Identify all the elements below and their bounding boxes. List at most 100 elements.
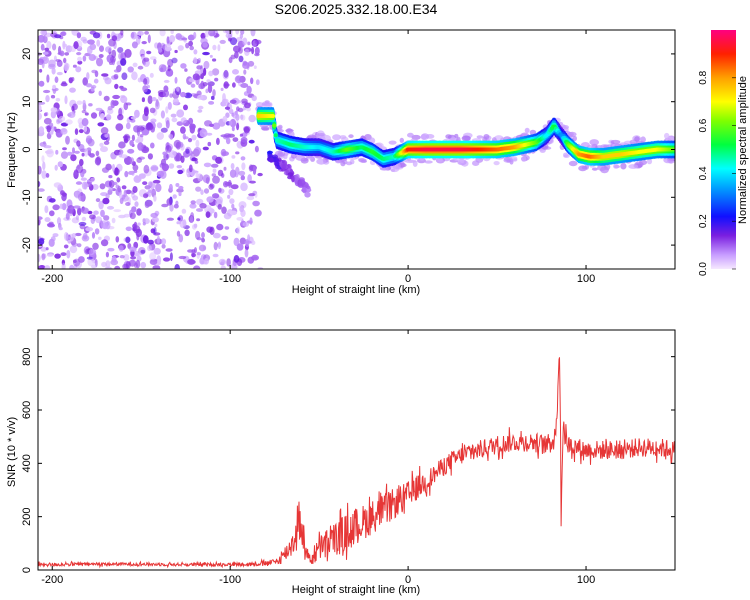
- heatmap-cell: [50, 110, 57, 119]
- heatmap-cell: [113, 209, 121, 213]
- heatmap-cell: [219, 39, 226, 44]
- heatmap-cell: [125, 202, 131, 206]
- x-tick-label: 100: [577, 273, 595, 285]
- heatmap-cell: [65, 119, 73, 125]
- heatmap-cell: [136, 157, 142, 163]
- heatmap-cell: [249, 180, 256, 184]
- heatmap-cell: [81, 235, 90, 242]
- heatmap-cell: [506, 159, 511, 163]
- heatmap-cell: [240, 182, 248, 192]
- heatmap-cell: [111, 255, 117, 263]
- heatmap-cell: [114, 167, 119, 176]
- heatmap-cell: [348, 134, 354, 139]
- heatmap-cell: [190, 200, 196, 205]
- heatmap-cell: [166, 68, 174, 77]
- heatmap-cell: [110, 56, 116, 63]
- heatmap-cell: [170, 113, 177, 118]
- heatmap-cell: [238, 55, 244, 63]
- heatmap-cell: [104, 77, 112, 85]
- heatmap-cell: [216, 137, 220, 145]
- heatmap-cell: [295, 154, 306, 161]
- heatmap-cell: [136, 233, 140, 241]
- heatmap-cell: [58, 227, 63, 231]
- heatmap-cell: [584, 163, 590, 170]
- heatmap-cell: [95, 107, 103, 112]
- heatmap-cell: [210, 163, 219, 168]
- heatmap-cell: [137, 142, 144, 151]
- x-tick-label: -100: [219, 273, 241, 285]
- heatmap-cell: [424, 160, 433, 164]
- heatmap-cell: [143, 107, 149, 117]
- heatmap-cell: [275, 128, 284, 133]
- heatmap-cell: [184, 229, 190, 237]
- heatmap-cell: [38, 165, 42, 175]
- heatmap-cell: [232, 111, 239, 119]
- heatmap-cell: [140, 249, 146, 254]
- heatmap-cell: [254, 53, 260, 57]
- heatmap-cell: [404, 159, 415, 164]
- heatmap-cell: [178, 191, 182, 197]
- heatmap-cell: [221, 206, 227, 214]
- heatmap-cell: [247, 234, 251, 242]
- heatmap-cell: [180, 63, 187, 69]
- heatmap-cell: [251, 254, 259, 261]
- heatmap-cell: [207, 141, 212, 147]
- heatmap-cell: [248, 114, 256, 123]
- heatmap-cell: [155, 100, 160, 110]
- heatmap-cell: [50, 236, 56, 242]
- heatmap-cell: [191, 157, 197, 162]
- heatmap-cell: [38, 253, 41, 263]
- heatmap-cell: [115, 123, 124, 131]
- heatmap-cell: [244, 102, 251, 109]
- heatmap-cell: [217, 169, 224, 177]
- heatmap-cell: [108, 186, 114, 191]
- snr-panel: -200 -100 0 100 0 200 400 600 800 Height of stra…: [6, 329, 676, 596]
- heatmap-cell: [524, 127, 530, 133]
- heatmap-cell: [76, 100, 83, 105]
- y-tick-label: 600: [21, 401, 33, 419]
- heatmap-cell: [48, 198, 56, 203]
- heatmap-cell: [173, 203, 179, 209]
- heatmap-cell: [217, 44, 221, 52]
- heatmap-cell: [224, 106, 231, 110]
- heatmap-cell: [120, 95, 128, 104]
- heatmap-cell: [185, 148, 190, 154]
- heatmap-cell: [117, 185, 121, 193]
- heatmap-cell: [74, 150, 80, 154]
- heatmap-cell: [168, 163, 175, 169]
- heatmap-cell: [249, 217, 253, 225]
- heatmap-cell: [55, 59, 61, 62]
- y-tick-label: -10: [21, 189, 33, 205]
- heatmap-cell: [212, 122, 221, 130]
- heatmap-cell: [234, 75, 243, 84]
- heatmap-cell: [97, 122, 105, 127]
- heatmap-cell: [111, 217, 116, 224]
- heatmap-cell: [212, 253, 219, 258]
- heatmap-cell: [39, 142, 47, 147]
- heatmap-cell: [242, 61, 250, 69]
- heatmap-cell: [221, 151, 229, 157]
- heatmap-cell: [445, 134, 452, 139]
- heatmap-cell: [420, 133, 430, 140]
- heatmap-cell: [137, 222, 141, 226]
- heatmap-cell: [252, 200, 260, 207]
- heatmap-cell: [150, 164, 159, 172]
- heatmap-cell: [149, 252, 157, 261]
- heatmap-cell: [52, 84, 57, 90]
- heatmap-cell: [205, 177, 210, 184]
- heatmap-cell: [227, 194, 231, 199]
- heatmap-cell: [278, 124, 283, 129]
- heatmap-cell: [142, 85, 148, 93]
- heatmap-cell: [39, 68, 43, 73]
- heatmap-cell: [117, 47, 124, 53]
- heatmap-cell: [90, 177, 95, 183]
- heatmap-cell: [181, 208, 187, 214]
- heatmap-cell: [169, 203, 174, 212]
- heatmap-cell: [193, 147, 202, 155]
- heatmap-cell: [105, 251, 109, 258]
- heatmap-cell: [149, 259, 158, 265]
- heatmap-cell: [45, 173, 50, 178]
- heatmap-cell: [233, 255, 240, 263]
- heatmap-cell: [134, 201, 139, 207]
